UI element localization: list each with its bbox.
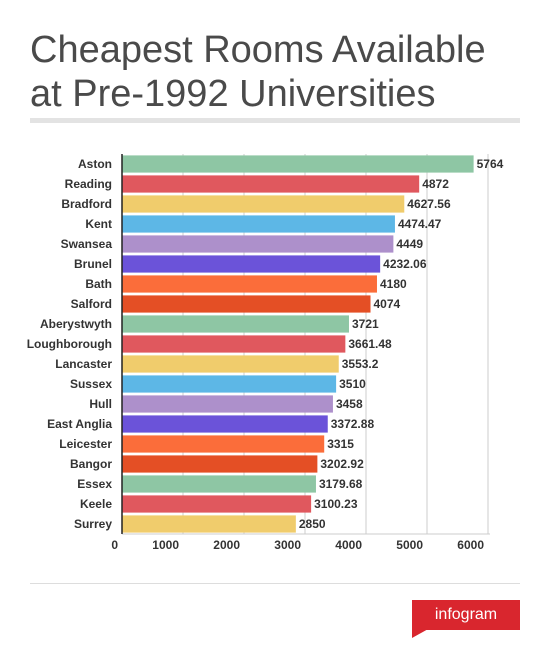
value-label: 3510: [339, 377, 366, 391]
bar: [122, 175, 420, 193]
value-label: 3372.88: [331, 417, 375, 431]
y-tick-label: Keele: [80, 497, 112, 511]
y-tick-label: Bradford: [61, 197, 112, 211]
bar: [122, 295, 371, 313]
value-label: 3100.23: [314, 497, 358, 511]
bar: [122, 195, 405, 213]
y-tick-label: Sussex: [70, 377, 112, 391]
bar: [122, 455, 318, 473]
bar: [122, 435, 325, 453]
brand-logo-tail: [412, 628, 430, 638]
x-tick-label: 6000: [457, 538, 484, 552]
y-tick-label: Aston: [78, 157, 112, 171]
x-tick-label: 4000: [335, 538, 362, 552]
y-tick-label: Salford: [71, 297, 112, 311]
value-label: 4232.06: [383, 257, 427, 271]
y-tick-label: Kent: [85, 217, 112, 231]
x-tick-label: 3000: [274, 538, 301, 552]
value-label: 3661.48: [348, 337, 392, 351]
value-label: 4627.56: [407, 197, 451, 211]
y-tick-label: Leicester: [59, 437, 112, 451]
bar: [122, 375, 337, 393]
value-label: 4474.47: [398, 217, 442, 231]
value-label: 4180: [380, 277, 407, 291]
y-tick-label: Hull: [89, 397, 112, 411]
chart: 0 1000 2000 3000 4000 5000 6000 Aston 5764 Readin…: [27, 154, 504, 552]
brand-logo: infogram: [412, 600, 520, 630]
chart-title: Cheapest Rooms Available at Pre-1992 Uni…: [30, 29, 486, 115]
bar: [122, 275, 377, 293]
value-label: 4872: [422, 177, 449, 191]
y-tick-label: Bangor: [70, 457, 112, 471]
y-tick-label: Lancaster: [55, 357, 112, 371]
y-tick-label: Aberystwyth: [40, 317, 112, 331]
y-tick-label: Swansea: [61, 237, 113, 251]
title-rule: [30, 118, 520, 123]
value-label: 4449: [396, 237, 423, 251]
value-label: 3553.2: [342, 357, 379, 371]
bar: [122, 335, 346, 353]
y-tick-label: Brunel: [74, 257, 112, 271]
value-label: 3179.68: [319, 477, 363, 491]
value-label: 4074: [374, 297, 401, 311]
value-label: 3315: [327, 437, 354, 451]
x-tick-label: 2000: [213, 538, 240, 552]
x-tick-label: 5000: [396, 538, 423, 552]
bar: [122, 475, 316, 493]
value-label: 5764: [477, 157, 504, 171]
y-tick-label: East Anglia: [47, 417, 112, 431]
bar: [122, 415, 328, 433]
y-tick-label: Loughborough: [27, 337, 112, 351]
bar: [122, 515, 296, 533]
y-tick-label: Reading: [65, 177, 112, 191]
value-label: 3458: [336, 397, 363, 411]
bar: [122, 255, 381, 273]
bar: [122, 395, 333, 413]
bar: [122, 315, 349, 333]
bar: [122, 495, 312, 513]
value-label: 3202.92: [320, 457, 364, 471]
x-tick-label: 1000: [152, 538, 179, 552]
bar: [122, 355, 339, 373]
bar: [122, 235, 394, 253]
x-tick-label: 0: [111, 538, 118, 552]
footer-rule: [30, 583, 520, 584]
bar: [122, 155, 474, 173]
y-tick-label: Surrey: [74, 517, 112, 531]
y-tick-label: Bath: [85, 277, 112, 291]
value-label: 2850: [299, 517, 326, 531]
y-tick-label: Essex: [77, 477, 112, 491]
bar: [122, 215, 395, 233]
value-label: 3721: [352, 317, 379, 331]
